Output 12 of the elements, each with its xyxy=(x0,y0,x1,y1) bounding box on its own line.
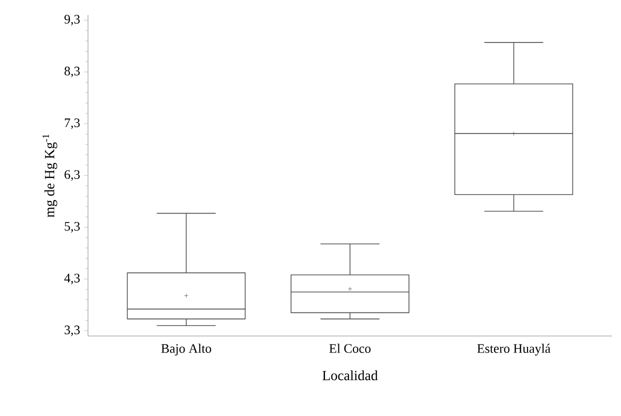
y-tick-label: 6,3 xyxy=(64,170,80,181)
y-axis-title: mg de Hg Kg$^{-1}$ xyxy=(42,134,58,218)
x-tick-label: El Coco xyxy=(329,344,371,353)
x-axis-title: Localidad xyxy=(322,370,378,380)
y-tick-label: 7,3 xyxy=(64,118,80,130)
y-tick-label: 4,3 xyxy=(64,274,80,284)
y-tick-label: 9,3 xyxy=(64,14,80,26)
y-tick-label: 8,3 xyxy=(64,66,80,78)
x-tick-label: Estero Huaylá xyxy=(477,344,550,356)
y-tick-label: 5,3 xyxy=(64,222,80,233)
y-tick-label: 3,3 xyxy=(64,326,80,336)
x-tick-label: Bajo Alto xyxy=(161,344,212,356)
